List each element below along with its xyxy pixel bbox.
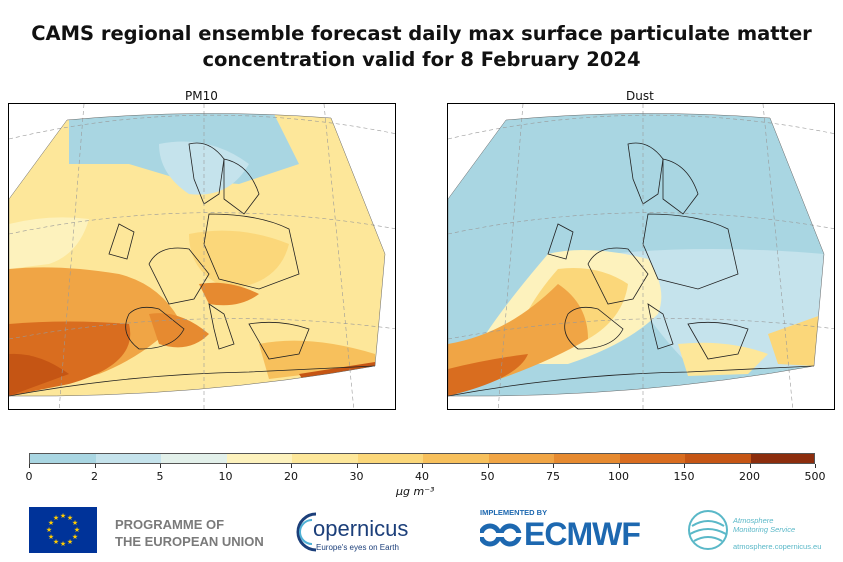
eu-line-2: THE EUROPEAN UNION: [115, 534, 264, 549]
colorbar-tick: [815, 464, 816, 468]
implemented-by-label: IMPLEMENTED BY: [480, 508, 548, 517]
colorbar-tick-label: 200: [739, 470, 760, 483]
colorbar-tick-label: 40: [415, 470, 429, 483]
colorbar-unit: µg m⁻³: [396, 485, 435, 498]
colorbar-tick: [356, 464, 358, 468]
colorbar-tick-label: 75: [546, 470, 560, 483]
title-line-2: concentration valid for 8 February 2024: [202, 48, 641, 71]
svg-text:★: ★: [53, 538, 59, 546]
colorbar-tick-label: 150: [673, 470, 695, 483]
colorbar-tick: [553, 464, 554, 468]
page-title: CAMS regional ensemble forecast daily ma…: [0, 21, 843, 73]
colorbar-segment: [292, 454, 358, 463]
svg-text:★: ★: [72, 519, 78, 527]
colorbar-tick-label: 30: [349, 470, 364, 483]
colorbar-segment: [554, 454, 620, 463]
colorbar-tick-label: 100: [608, 470, 629, 483]
colorbar-segment: [161, 454, 227, 463]
colorbar-tick: [29, 464, 30, 468]
colorbar-segment: [488, 454, 555, 463]
eu-flag-logo: ★ ★ ★ ★ ★ ★ ★ ★ ★ ★ ★ ★: [29, 507, 97, 553]
svg-text:★: ★: [74, 526, 80, 534]
colorbar-tick: [749, 464, 751, 468]
colorbar-tick: [684, 464, 685, 468]
eu-programme-text: PROGRAMME OF THE EUROPEAN UNION: [115, 516, 264, 550]
svg-text:★: ★: [60, 540, 66, 548]
map-dust: [448, 104, 834, 409]
atmosphere-monitoring-icon: [688, 510, 728, 550]
map-panel-dust: [447, 103, 835, 410]
colorbar-tick: [225, 464, 227, 468]
colorbar-tick: [291, 464, 292, 468]
ams-line-2: Monitoring Service: [733, 525, 796, 534]
colorbar-tick: [160, 464, 161, 468]
svg-text:★: ★: [46, 526, 52, 534]
colorbar-tick: [487, 464, 489, 468]
svg-text:★: ★: [72, 533, 78, 541]
panel-title-pm10: PM10: [185, 89, 218, 103]
ecmwf-icon: [480, 523, 524, 547]
colorbar-tick-label: 20: [284, 470, 298, 483]
colorbar-segment: [750, 454, 814, 463]
svg-text:★: ★: [48, 519, 54, 527]
ams-url: atmosphere.copernicus.eu: [733, 542, 822, 551]
map-pm10: [9, 104, 395, 409]
colorbar-segment: [423, 454, 489, 463]
svg-text:★: ★: [48, 533, 54, 541]
title-line-1: CAMS regional ensemble forecast daily ma…: [31, 22, 812, 45]
copernicus-wordmark: opernicus: [313, 516, 409, 541]
colorbar-tick-label: 0: [25, 470, 33, 483]
copernicus-logo: [296, 512, 317, 552]
colorbar-segment: [619, 454, 686, 463]
copernicus-tagline: Europe's eyes on Earth: [316, 543, 399, 552]
colorbar-segment: [357, 454, 424, 463]
svg-text:★: ★: [67, 538, 73, 546]
colorbar-tick: [94, 464, 96, 468]
panel-title-dust: Dust: [626, 89, 654, 103]
svg-text:★: ★: [60, 512, 66, 520]
eu-line-1: PROGRAMME OF: [115, 517, 225, 532]
colorbar-tick-label: 5: [156, 470, 164, 483]
colorbar-tick-label: 50: [480, 470, 495, 483]
colorbar-segment: [226, 454, 293, 463]
map-panel-pm10: [8, 103, 396, 410]
colorbar-segment: [30, 454, 96, 463]
colorbar-tick-label: 500: [804, 470, 826, 483]
ams-line-1: Atmosphere: [733, 516, 774, 525]
colorbar-tick: [618, 464, 620, 468]
colorbar-tick: [422, 464, 423, 468]
colorbar-segment: [95, 454, 162, 463]
svg-text:★: ★: [67, 514, 73, 522]
colorbar: [29, 453, 815, 464]
ams-title: Atmosphere Monitoring Service: [733, 516, 795, 534]
svg-text:★: ★: [53, 514, 59, 522]
ecmwf-wordmark: ECMWF: [524, 516, 641, 552]
colorbar-tick-label: 2: [91, 470, 98, 483]
colorbar-segment: [685, 454, 751, 463]
colorbar-tick-label: 10: [218, 470, 233, 483]
